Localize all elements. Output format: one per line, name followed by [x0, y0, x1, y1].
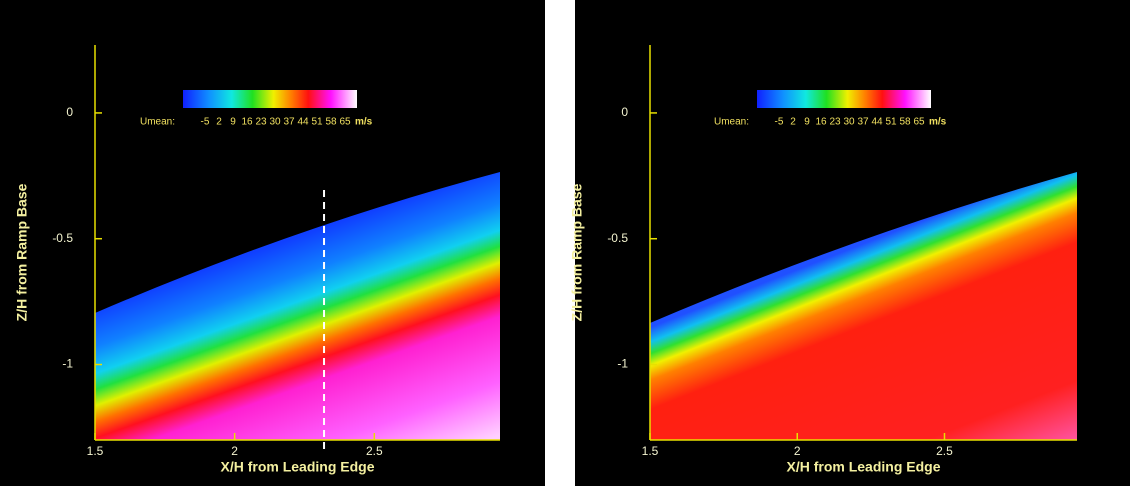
colorbar-tick-label: -5: [201, 117, 210, 128]
colorbar-label: Umean:: [714, 117, 749, 128]
colorbar-tick-label: 30: [269, 117, 281, 128]
colorbar-tick-label: 58: [325, 117, 337, 128]
colorbar-label: Umean:: [140, 117, 175, 128]
colorbar-tick-label: 44: [871, 117, 883, 128]
colorbar: [183, 90, 357, 108]
colorbar-tick-label: 2: [216, 117, 222, 128]
colorbar-tick-label: 51: [311, 117, 323, 128]
colorbar-tick-label: 30: [843, 117, 855, 128]
colorbar: [757, 90, 931, 108]
x-tick-label: 2: [231, 444, 238, 458]
colorbar-tick-label: 65: [913, 117, 925, 128]
colorbar-tick-label: 9: [804, 117, 810, 128]
colorbar-tick-label: 37: [283, 117, 295, 128]
y-tick-label: 0: [621, 105, 628, 119]
colorbar-tick-label: 16: [241, 117, 253, 128]
colorbar-tick-label: 23: [829, 117, 841, 128]
x-tick-label: 2.5: [936, 444, 953, 458]
y-tick-label: -0.5: [607, 231, 628, 245]
y-axis-title: Z/H from Ramp Base: [569, 183, 585, 321]
y-tick-label: -1: [62, 357, 73, 371]
velocity-field: [95, 172, 500, 440]
y-tick-label: 0: [66, 105, 73, 119]
x-tick-label: 1.5: [87, 444, 104, 458]
colorbar-tick-label: -5: [775, 117, 784, 128]
colorbar-tick-label: 16: [815, 117, 827, 128]
colorbar-unit: m/s: [929, 117, 947, 128]
colorbar-tick-label: 2: [790, 117, 796, 128]
x-tick-label: 2.5: [366, 444, 383, 458]
colorbar-tick-label: 9: [230, 117, 236, 128]
colorbar-unit: m/s: [355, 117, 373, 128]
colorbar-tick-label: 37: [857, 117, 869, 128]
colorbar-tick-label: 44: [297, 117, 309, 128]
x-tick-label: 2: [794, 444, 801, 458]
y-tick-label: -0.5: [52, 231, 73, 245]
colorbar-tick-label: 51: [885, 117, 897, 128]
colorbar-tick-label: 65: [339, 117, 351, 128]
y-tick-label: -1: [617, 357, 628, 371]
velocity-field: [650, 172, 1077, 440]
x-axis-title: X/H from Leading Edge: [220, 459, 374, 475]
colorbar-tick-label: 58: [899, 117, 911, 128]
colorbar-tick-label: 23: [255, 117, 267, 128]
x-tick-label: 1.5: [642, 444, 659, 458]
y-axis-title: Z/H from Ramp Base: [14, 183, 30, 321]
x-axis-title: X/H from Leading Edge: [786, 459, 940, 475]
